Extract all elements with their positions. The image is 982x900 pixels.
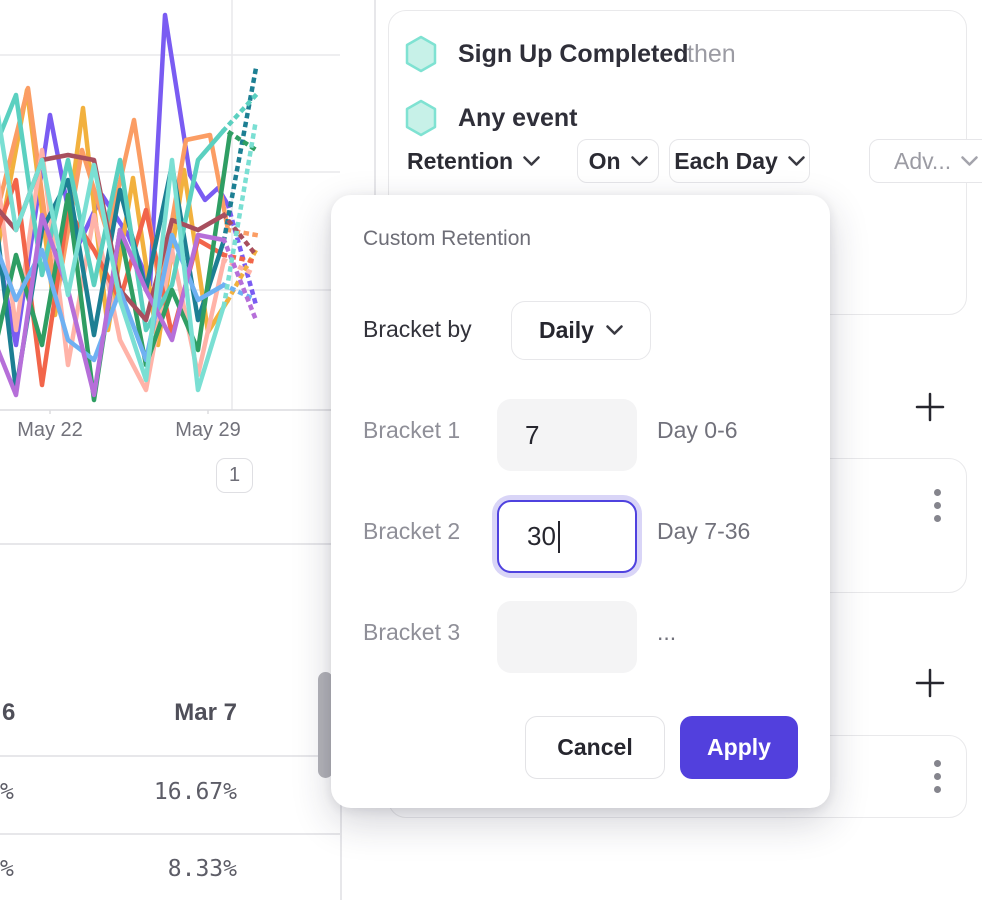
chevron-down-icon (630, 155, 648, 166)
table-row-divider (0, 833, 340, 835)
retention-line-chart (0, 0, 340, 417)
plus-icon (915, 392, 945, 422)
funnel-step-label: Sign Up Completed (458, 39, 689, 68)
chevron-down-icon (606, 325, 623, 335)
bracket-2-input[interactable]: 30 (497, 500, 637, 573)
advanced-dropdown[interactable]: Adv... (869, 139, 982, 183)
kebab-menu-icon[interactable] (928, 754, 947, 799)
series-darkteal-projection (221, 65, 259, 243)
bracket-3-range: ... (657, 619, 677, 645)
bracket-3-input[interactable] (497, 601, 637, 673)
funnel-step-suffix: then (687, 39, 736, 68)
text-cursor (557, 520, 560, 553)
add-section-button[interactable] (908, 661, 952, 705)
bracket-by-label: Bracket by (363, 316, 472, 342)
series-sky-projection (221, 282, 259, 303)
event-hexagon-icon (405, 35, 437, 73)
custom-retention-modal: Custom Retention Bracket by Daily Bracke… (331, 195, 830, 808)
table-header-mar7: Mar 7 (174, 699, 237, 726)
bracket-2-range: Day 7-36 (657, 518, 751, 544)
table-cell-value: 16.67% (153, 779, 237, 805)
bracket-1-input[interactable]: 7 (497, 399, 637, 471)
add-section-button[interactable] (908, 385, 952, 429)
cancel-button[interactable]: Cancel (525, 716, 665, 779)
table-cell-partial: % (0, 856, 14, 882)
retention-dropdown[interactable]: Retention (399, 139, 549, 183)
series-redorange-projection (221, 252, 259, 265)
bracket-by-dropdown[interactable]: Daily (511, 301, 651, 360)
bracket-2-label: Bracket 2 (363, 518, 461, 544)
table-header-partial: 6 (2, 699, 16, 726)
plus-icon (915, 668, 945, 698)
chevron-down-icon (961, 155, 978, 166)
series-mint-projection (220, 91, 260, 134)
series-amber-projection (224, 246, 260, 304)
bracket-1-label: Bracket 1 (363, 417, 461, 443)
chevron-down-icon (788, 155, 805, 166)
modal-title: Custom Retention (363, 227, 532, 250)
kebab-menu-icon[interactable] (928, 483, 947, 528)
series-purple-projection (225, 202, 259, 308)
x-axis-tick-label: May 29 (175, 419, 241, 441)
table-row-divider (0, 755, 340, 757)
series-salmon-projection (221, 257, 259, 278)
table-cell-value: 8.33% (167, 856, 237, 882)
bracket-1-range: Day 0-6 (657, 417, 738, 443)
x-axis-tick-label: May 22 (17, 419, 83, 441)
each-day-dropdown[interactable]: Each Day (669, 139, 811, 183)
chart-canvas (0, 0, 340, 417)
funnel-step-row[interactable]: Sign Up Completed then (404, 35, 736, 73)
chevron-down-icon (523, 155, 540, 166)
bracket-3-label: Bracket 3 (363, 619, 461, 645)
measurement-controls-row: Retention On Each Day Adv... (399, 139, 982, 183)
funnel-step-label: Any event (458, 103, 578, 132)
series-orchid-projection (221, 237, 259, 323)
series-maroon-projection (220, 211, 260, 259)
on-dropdown[interactable]: On (577, 139, 660, 183)
apply-button[interactable]: Apply (680, 716, 798, 779)
series-lightteal (0, 114, 227, 393)
chart-page-button[interactable]: 1 (216, 458, 253, 493)
table-cell-partial: % (0, 779, 14, 805)
event-hexagon-icon (405, 99, 437, 137)
section-divider (0, 543, 374, 545)
vertical-scrollbar-thumb[interactable] (318, 672, 333, 778)
funnel-step-row[interactable]: Any event (404, 99, 577, 137)
